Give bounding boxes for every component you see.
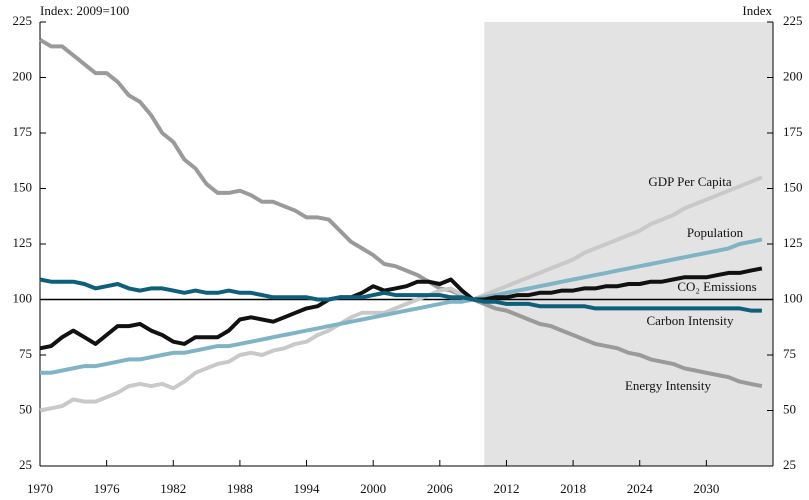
series-line — [40, 237, 763, 375]
y-axis-label: Index: 2009=100 — [40, 3, 129, 18]
y2-tick-label: 25 — [783, 457, 796, 472]
y-tick-label: 150 — [13, 179, 33, 194]
y2-tick-label: 225 — [783, 13, 803, 28]
y-tick-label: 175 — [13, 124, 33, 139]
y-tick-label: 75 — [19, 346, 32, 361]
x-tick-label: 1970 — [27, 481, 53, 496]
series-label: CO₂ Emissions — [677, 279, 756, 294]
x-tick-label: 2012 — [493, 481, 519, 496]
series-line — [39, 175, 763, 413]
y2-tick-label: 100 — [783, 290, 803, 305]
x-tick-label: 2030 — [693, 481, 719, 496]
x-tick-label: 2000 — [360, 481, 386, 496]
series-label: Population — [687, 225, 744, 240]
x-tick-label: 2024 — [627, 481, 654, 496]
y-tick-label: 100 — [13, 290, 33, 305]
series-label: Carbon Intensity — [646, 313, 734, 328]
y2-tick-label: 50 — [783, 401, 796, 416]
x-tick-label: 1982 — [160, 481, 186, 496]
x-tick-label: 1988 — [227, 481, 253, 496]
series-line — [39, 277, 762, 313]
y2-tick-label: 75 — [783, 346, 796, 361]
y2-axis-label: Index — [742, 3, 772, 18]
x-tick-label: 2018 — [560, 481, 586, 496]
shaded-region — [484, 22, 773, 466]
y2-tick-label: 175 — [783, 124, 803, 139]
x-tick-label: 1994 — [294, 481, 321, 496]
y-tick-label: 25 — [19, 457, 32, 472]
series-line — [39, 266, 763, 351]
y-tick-label: 200 — [13, 68, 33, 83]
series-label: Energy Intensity — [625, 378, 712, 393]
series-line — [38, 38, 763, 389]
series-label: GDP Per Capita — [648, 174, 732, 189]
y2-tick-label: 125 — [783, 235, 803, 250]
y-tick-label: 50 — [19, 401, 32, 416]
y-tick-label: 125 — [13, 235, 33, 250]
y2-tick-label: 150 — [783, 179, 803, 194]
x-tick-label: 2006 — [427, 481, 454, 496]
x-tick-label: 1976 — [94, 481, 121, 496]
y-tick-label: 225 — [13, 13, 33, 28]
y2-tick-label: 200 — [783, 68, 803, 83]
